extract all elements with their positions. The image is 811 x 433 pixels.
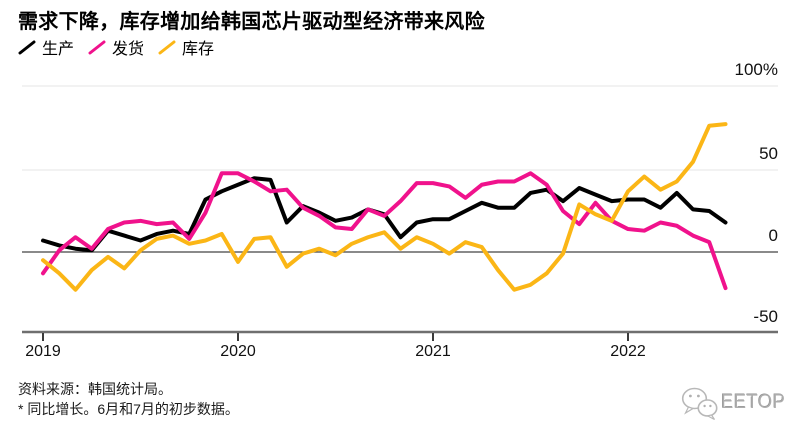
legend-item-production: 生产 — [18, 35, 74, 59]
source-note: 资料来源：韩国统计局。 — [18, 381, 172, 397]
y-axis-label-neg50: -50 — [753, 307, 778, 326]
y-axis-label-100: 100% — [734, 60, 778, 79]
x-axis-label-2021: 2021 — [415, 343, 451, 360]
legend-label-inventory: 库存 — [182, 41, 215, 58]
page-title: 需求下降，库存增加给韩国芯片驱动型经济带来风险 — [18, 11, 485, 33]
legend-item-shipments: 发货 — [88, 35, 144, 59]
series-line-库存 — [41, 122, 728, 292]
series-lines — [41, 122, 728, 292]
legend-item-inventory: 库存 — [158, 35, 214, 59]
x-axis-label-2020: 2020 — [220, 343, 256, 360]
x-axis-label-2022: 2022 — [610, 343, 646, 360]
watermark-logo-text: EETOP — [721, 391, 786, 413]
chart-legend: 生产 发货 库存 — [18, 35, 214, 59]
methodology-note: * 同比增长。6月和7月的初步数据。 — [18, 401, 239, 417]
line-swatch-icon — [158, 40, 176, 54]
y-axis-label-0: 0 — [768, 226, 778, 245]
line-swatch-icon — [88, 40, 106, 54]
line-swatch-icon — [18, 40, 36, 54]
x-axis-label-2019: 2019 — [25, 343, 61, 360]
legend-label-production: 生产 — [42, 41, 75, 58]
y-axis-label-50: 50 — [759, 144, 778, 163]
wechat-icon — [681, 387, 718, 421]
legend-label-shipments: 发货 — [112, 41, 145, 58]
